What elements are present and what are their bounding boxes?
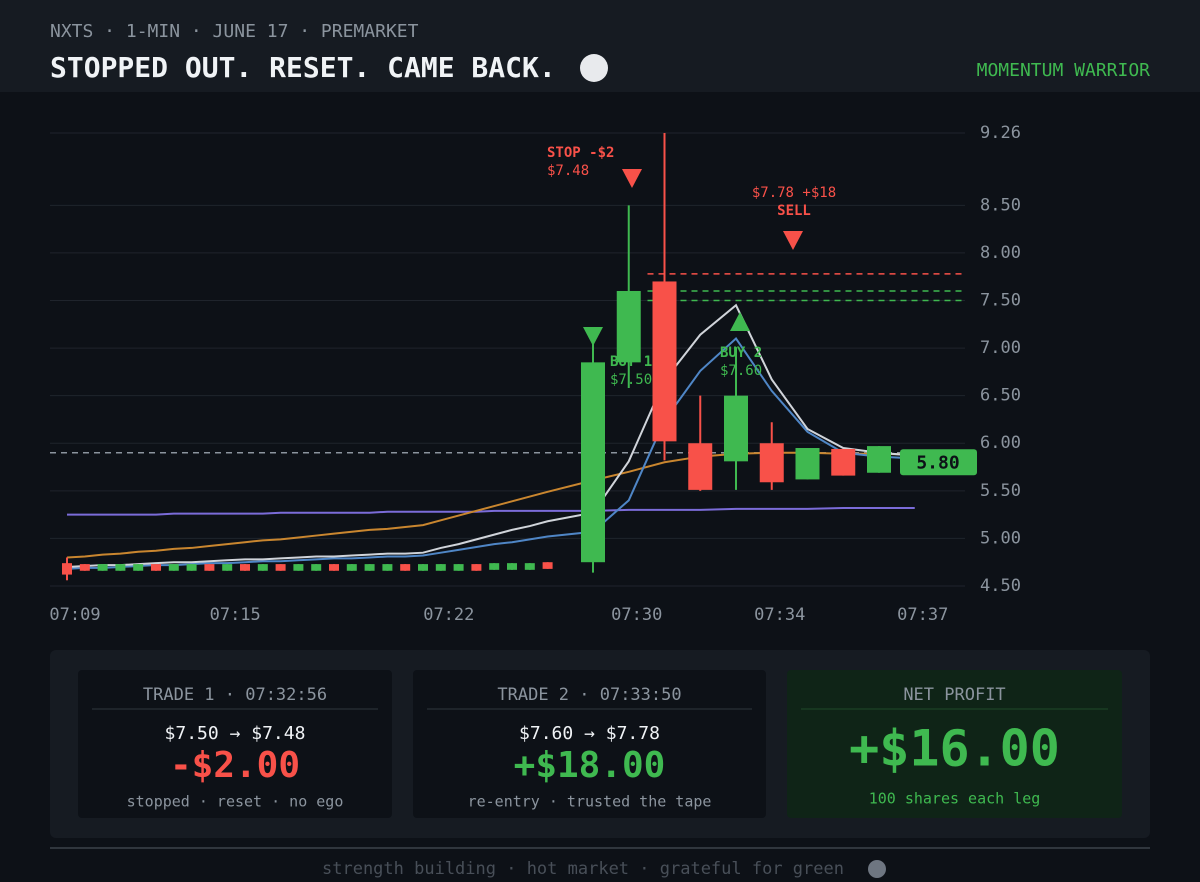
trade-arrow	[730, 312, 750, 331]
candle-body	[759, 443, 784, 483]
candle-body	[168, 564, 179, 571]
y-tick-label: 8.50	[980, 195, 1021, 215]
last-price-tag	[900, 449, 977, 476]
annotation-text: $7.78 +$18	[752, 185, 836, 201]
candle-body	[542, 562, 553, 569]
annotation-text: $7.48	[547, 163, 589, 179]
card	[78, 670, 392, 818]
candle-body	[489, 563, 500, 570]
candle-body	[79, 564, 90, 571]
chart: 4.50 5.00 5.50 6.00 6.50 7.00 7.50 8.00 8.50 9.26…	[49, 123, 1021, 625]
candle-body	[581, 362, 605, 563]
annotation-text: STOP -$2	[547, 145, 614, 161]
candle-body	[400, 564, 411, 571]
candle-body	[240, 564, 250, 571]
candle-body	[329, 564, 339, 571]
y-tick-label: 7.50	[980, 290, 1021, 310]
footer-icon	[868, 860, 886, 878]
candle-body	[346, 564, 357, 571]
trade-arrow	[622, 169, 642, 188]
candle-body	[652, 281, 677, 442]
y-tick-label: 9.26	[980, 123, 1021, 143]
indicator-line	[67, 506, 915, 516]
candle-body	[435, 564, 446, 571]
candle-body	[867, 446, 891, 473]
candle-body	[186, 564, 197, 571]
x-tick-label: 07:15	[210, 605, 261, 625]
card-title: TRADE 1 · 07:32:56	[143, 685, 327, 705]
y-tick-label: 4.50	[980, 576, 1021, 596]
card-result: +$16.00	[849, 720, 1060, 778]
candle-body	[257, 564, 268, 571]
x-tick-label: 07:09	[49, 605, 100, 625]
card-result: -$2.00	[170, 745, 300, 786]
annotation-text: SELL	[777, 203, 811, 219]
candle-body	[293, 564, 304, 571]
title: STOPPED OUT. RESET. CAME BACK.	[50, 51, 556, 84]
candle-body	[616, 290, 641, 363]
candle-body	[382, 564, 393, 571]
x-tick-label: 07:22	[423, 605, 474, 625]
badge: MOMENTUM WARRIOR	[977, 60, 1151, 81]
candle-body	[222, 564, 233, 571]
y-tick-label: 6.50	[980, 386, 1021, 406]
x-tick-label: 07:30	[611, 605, 662, 625]
candle-body	[62, 563, 72, 575]
candle-body	[724, 395, 748, 462]
y-tick-label: 6.00	[980, 433, 1021, 453]
card-note: re-entry · trusted the tape	[468, 793, 712, 811]
candle-body	[418, 564, 428, 571]
candle-body	[507, 563, 517, 570]
y-tick-label: 5.50	[980, 481, 1021, 501]
card-prices: $7.60 → $7.78	[519, 723, 660, 744]
candle-body	[831, 448, 856, 476]
y-tick-label: 5.00	[980, 528, 1021, 548]
x-tick-label: 07:34	[754, 605, 805, 625]
y-tick-label: 7.00	[980, 338, 1021, 358]
candle-body	[524, 563, 535, 570]
card-title: TRADE 2 · 07:33:50	[497, 685, 681, 705]
moon-icon	[580, 54, 608, 82]
candle-body	[97, 564, 108, 571]
candle-body	[311, 564, 322, 571]
candle-body	[275, 564, 286, 571]
trade-arrow	[583, 327, 603, 346]
indicator-line	[66, 303, 915, 568]
annotation-text: BUY 2	[720, 345, 762, 361]
candle-body	[795, 448, 820, 480]
candle-body	[471, 564, 482, 571]
x-tick-label: 07:37	[897, 605, 948, 625]
annotation-text: $7.50	[610, 372, 652, 388]
card-note: 100 shares each leg	[869, 790, 1041, 808]
card-note: stopped · reset · no ego	[127, 793, 344, 811]
candle-body	[688, 443, 713, 490]
card-prices: $7.50 → $7.48	[165, 723, 306, 744]
candle-body	[364, 564, 375, 571]
card-title: NET PROFIT	[903, 685, 1005, 705]
candle-body	[453, 564, 464, 571]
trade-arrow	[783, 231, 803, 250]
cards: TRADE 1 · 07:32:56 $7.50 → $7.48-$2.00 sto…	[78, 670, 1122, 818]
candle-body	[133, 564, 144, 571]
card-result: +$18.00	[514, 745, 666, 786]
card	[787, 670, 1122, 818]
candle-body	[151, 564, 161, 571]
annotation-text: $7.60	[720, 363, 762, 379]
y-tick-label: 8.00	[980, 243, 1021, 263]
footer: strength building · hot market · gratefu…	[322, 859, 844, 879]
candle-body	[115, 564, 126, 571]
candle-body	[204, 564, 215, 571]
last-price-label: 5.80	[916, 452, 959, 473]
subtitle: NXTS · 1-MIN · JUNE 17 · PREMARKET	[50, 21, 419, 42]
card	[413, 670, 766, 818]
